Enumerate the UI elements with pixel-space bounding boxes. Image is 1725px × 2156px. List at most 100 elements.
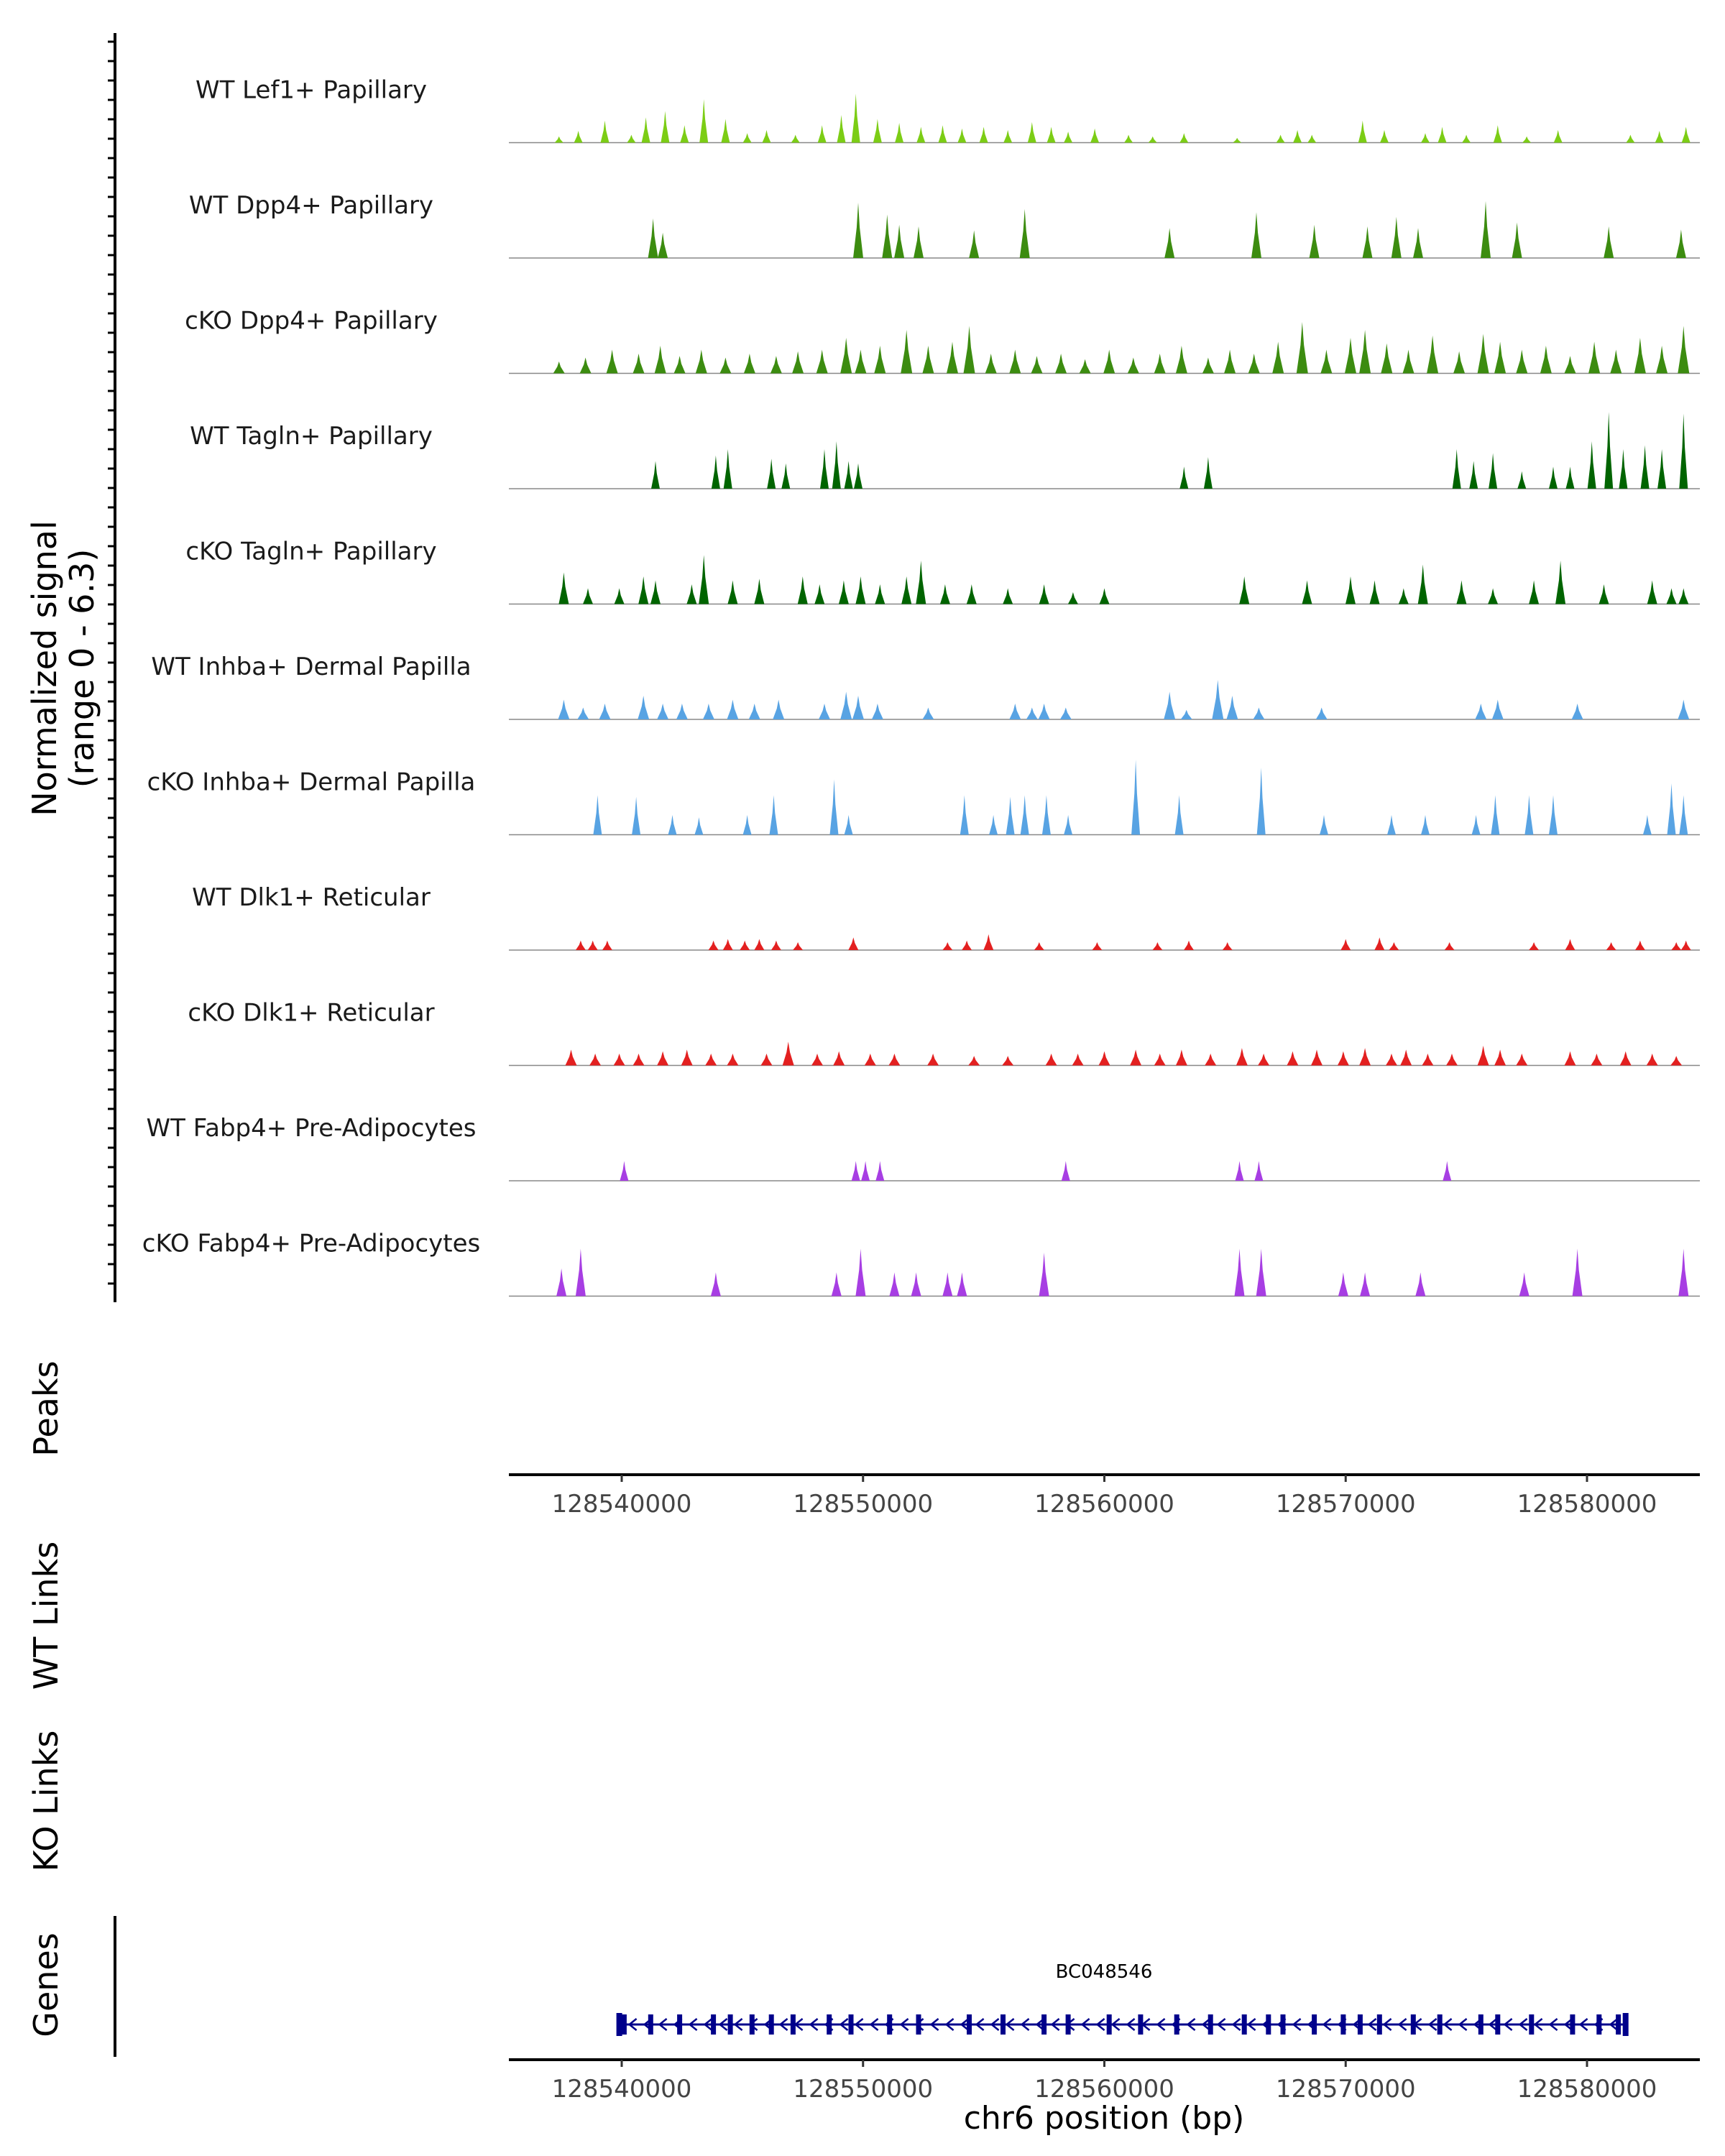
coverage-peak (602, 940, 612, 950)
coverage-peak (1248, 354, 1260, 374)
coverage-peak (1099, 588, 1110, 604)
x-tick-label: 128580000 (1517, 2075, 1657, 2104)
coverage-peak (848, 937, 859, 950)
strand-arrow (778, 2018, 788, 2031)
coverage-peak (1646, 1054, 1658, 1066)
coverage-peak (844, 815, 853, 835)
strand-arrow (1246, 2018, 1256, 2031)
coverage-peak (873, 119, 882, 143)
coverage-peak (1438, 126, 1447, 143)
coverage-peak (1175, 346, 1187, 374)
coverage-peak (947, 341, 958, 374)
coverage-peak (1529, 580, 1540, 604)
strand-arrow (733, 2018, 743, 2031)
coverage-peak (553, 361, 565, 374)
gene-track (616, 2013, 1629, 2036)
strand-arrow (899, 2018, 909, 2031)
coverage-peak (1154, 1054, 1166, 1066)
coverage-peak (1634, 338, 1646, 374)
coverage-peak (1452, 449, 1461, 489)
coverage-peak (1462, 134, 1471, 143)
coverage-peak (695, 349, 707, 374)
coverage-peak (1175, 1049, 1187, 1066)
gene-exon (1340, 2014, 1346, 2035)
coverage-peak (811, 1054, 823, 1066)
gene-exon (1208, 2014, 1213, 2035)
strand-arrow (1292, 2018, 1302, 2031)
coverage-peak (658, 232, 668, 258)
coverage-peak (1046, 126, 1056, 143)
coverage-peak (844, 461, 853, 489)
coverage-peak (556, 1268, 567, 1296)
coverage-peak (1666, 588, 1677, 604)
coverage-peak (632, 796, 641, 835)
coverage-peak (1180, 709, 1192, 719)
coverage-peak (916, 126, 926, 143)
coverage-peak (1045, 1054, 1057, 1066)
strand-arrow (1548, 2018, 1558, 2031)
coverage-peak (708, 940, 719, 950)
coverage-peak (1657, 449, 1667, 489)
strand-arrow (1397, 2018, 1407, 2031)
coverage-peak (694, 817, 704, 835)
coverage-peak (819, 704, 830, 719)
strand-arrow (703, 2018, 713, 2031)
coverage-peak (1421, 133, 1430, 143)
coverage-peak (711, 455, 720, 489)
coverage-peak (983, 934, 994, 950)
coverage-peak (1338, 1272, 1348, 1296)
coverage-peak (1320, 815, 1328, 835)
coverage-peak (1427, 335, 1439, 374)
coverage-peak (565, 1049, 577, 1066)
coverage-peak (1258, 1054, 1270, 1066)
coverage-peak (851, 93, 860, 143)
gene-exon (1357, 2014, 1363, 2035)
coverage-peak (627, 134, 636, 143)
coverage-peak (632, 354, 645, 374)
coverage-peak (1019, 208, 1030, 258)
coverage-peak (864, 1054, 876, 1066)
coverage-peak (1670, 1056, 1683, 1066)
coverage-peak (1389, 942, 1399, 950)
x-axis-title: chr6 position (bp) (964, 2100, 1245, 2137)
coverage-peak (1671, 942, 1682, 950)
gene-exon (1138, 2014, 1144, 2035)
coverage-peak (575, 940, 586, 950)
coverage-peak (875, 584, 886, 604)
strand-arrow (1518, 2018, 1528, 2031)
coverage-peak (1202, 357, 1214, 374)
coverage-peak (966, 584, 977, 604)
coverage-peak (1152, 942, 1163, 950)
coverage-peak (1402, 349, 1414, 374)
coverage-peak (901, 330, 913, 374)
coverage-peak (1565, 466, 1575, 489)
coverage-peak (1360, 1272, 1371, 1296)
coverage-track: cKO Inhba+ Dermal Papilla (147, 760, 1700, 836)
coverage-peak (837, 115, 846, 143)
coverage-peak (939, 584, 950, 604)
coverage-peak (1034, 942, 1044, 950)
coverage-peak (686, 584, 697, 604)
coverage-peak (1130, 1049, 1142, 1066)
coverage-peak (1417, 564, 1428, 604)
coverage-peak (1634, 940, 1645, 950)
position-axes: 128540000 128550000 128560000 128570000 1285… (509, 1473, 1700, 2104)
coverage-peak (579, 357, 592, 374)
coverage-peak (1174, 795, 1184, 835)
coverage-peak (723, 449, 732, 489)
strand-arrow (1427, 2018, 1438, 2031)
coverage-peak (852, 696, 864, 719)
coverage-peak (1678, 588, 1689, 604)
coverage-peak (1362, 226, 1373, 258)
coverage-peak (957, 1272, 967, 1296)
coverage-peak (705, 1054, 717, 1066)
coverage-peak (1276, 134, 1285, 143)
coverage-peak (1239, 576, 1250, 604)
strand-arrow (688, 2018, 698, 2031)
peaks-label: Peaks (27, 1360, 65, 1456)
strand-arrow (960, 2018, 970, 2031)
coverage-peak (620, 1161, 629, 1181)
coverage-peak (1038, 704, 1050, 719)
coverage-peak (1446, 1054, 1458, 1066)
coverage-peak (1340, 939, 1351, 950)
